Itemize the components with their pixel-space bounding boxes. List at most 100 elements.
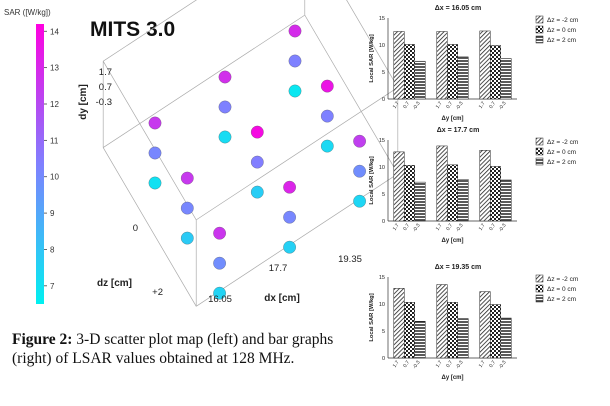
scatter-point xyxy=(288,24,302,38)
dx-tick-label: 19.35 xyxy=(338,254,362,265)
bar-category-label: -0.3 xyxy=(455,223,465,234)
bar-category-label: 0.7 xyxy=(402,223,411,232)
legend-label: Δz = -2 cm xyxy=(547,17,578,24)
bar xyxy=(414,60,426,100)
bar-y-tick-label: 15 xyxy=(379,16,385,22)
scatter-points xyxy=(148,24,366,300)
legend-label: Δz = 2 cm xyxy=(547,159,576,166)
scatter-axis-labels: 1.7 0.7 -0.3 dy [cm] 0 +2 dz [cm] 16.05 17.7 19.3… xyxy=(78,67,362,305)
bar xyxy=(457,179,469,222)
scatter-point xyxy=(180,231,194,245)
colorbar-tick-label: 13 xyxy=(50,64,59,73)
scatter-point xyxy=(320,139,334,153)
bar xyxy=(436,145,448,222)
box-edge xyxy=(102,0,197,62)
bar xyxy=(490,45,501,100)
colorbar-tick-label: 7 xyxy=(50,282,55,291)
colorbar-tick-label: 10 xyxy=(50,173,59,182)
legend-label: Δz = 0 cm xyxy=(547,149,576,156)
bar-category-label: 1.7 xyxy=(478,223,487,232)
bar-chart-title: Δx = 16.05 cm xyxy=(435,5,481,12)
scatter-point xyxy=(218,100,232,114)
legend-label: Δz = 0 cm xyxy=(547,286,576,293)
legend-label: Δz = 0 cm xyxy=(547,27,576,34)
bar xyxy=(479,291,491,359)
bar-chart-title: Δx = 17.7 cm xyxy=(437,127,480,134)
box-edge xyxy=(102,61,197,221)
bar xyxy=(447,302,458,359)
bar-category-label: 1.7 xyxy=(478,101,487,110)
scatter-point xyxy=(180,201,194,215)
legend-swatch xyxy=(535,137,544,146)
bar-category-label: 1.7 xyxy=(478,360,487,369)
scatter-point xyxy=(148,146,162,160)
colorbar-tick-label: 8 xyxy=(50,245,55,254)
plot-box xyxy=(102,0,399,307)
bar-y-tick-label: 5 xyxy=(382,70,385,76)
scatter-point xyxy=(283,180,296,194)
dx-tick-label: 17.7 xyxy=(269,263,288,274)
bar xyxy=(457,318,469,359)
dy-tick-label: -0.3 xyxy=(96,97,112,108)
bar-y-tick-label: 10 xyxy=(379,43,385,49)
bar xyxy=(404,302,415,359)
scatter-point xyxy=(353,134,366,148)
box-edge xyxy=(102,14,305,148)
bar-y-tick-label: 0 xyxy=(382,356,385,362)
caption-label: Figure 2: xyxy=(12,331,73,348)
legend-swatch xyxy=(535,274,544,283)
bar xyxy=(500,58,512,100)
colorbar-tick-label: 14 xyxy=(50,27,59,36)
bar-category-label: -0.3 xyxy=(455,101,465,112)
scatter-title: MITS 3.0 xyxy=(90,18,175,41)
dy-axis-label: dy [cm] xyxy=(78,84,89,120)
bar xyxy=(414,321,426,359)
bar-category-label: -0.3 xyxy=(412,101,422,112)
bar-y-tick-label: 15 xyxy=(379,138,385,144)
bar xyxy=(490,304,501,359)
bar-chart-xlabel: Δy [cm] xyxy=(442,375,464,381)
bar-category-label: 1.7 xyxy=(435,223,444,232)
bar-category-label: -0.3 xyxy=(455,360,465,371)
bar-y-tick-label: 5 xyxy=(382,329,385,335)
scatter-point xyxy=(218,130,232,144)
scatter-point xyxy=(250,125,264,139)
scatter-point xyxy=(283,240,296,254)
bar xyxy=(457,56,469,100)
dz-tick-label: 0 xyxy=(133,223,138,234)
dx-axis-label: dx [cm] xyxy=(264,293,300,304)
bar-chart-title: Δx = 19.35 cm xyxy=(435,264,481,271)
bar-y-tick-label: 10 xyxy=(379,302,385,308)
bar-category-label: 0.7 xyxy=(402,360,411,369)
bar-chart-ylabel: Local SAR [W/kg] xyxy=(369,34,375,82)
bar xyxy=(500,317,512,359)
bar-y-tick-label: 10 xyxy=(379,165,385,171)
bar-y-tick-label: 0 xyxy=(382,97,385,103)
scatter-point xyxy=(250,155,264,169)
dy-tick-label: 1.7 xyxy=(99,67,112,78)
bar xyxy=(404,44,415,100)
scatter-point xyxy=(320,109,334,123)
scatter-point xyxy=(148,176,162,190)
bar-category-label: 0.7 xyxy=(445,360,454,369)
bar-category-label: 0.7 xyxy=(488,223,497,232)
scatter-point xyxy=(353,164,366,178)
colorbar-tick-label: 11 xyxy=(50,136,59,145)
scatter-point xyxy=(148,116,162,130)
bar-category-label: -0.3 xyxy=(412,223,422,234)
legend-label: Δz = 2 cm xyxy=(547,296,576,303)
legend-swatch xyxy=(535,294,544,303)
colorbar: SAR ([W/kg]) 14 13 12 11 10 9 8 7 xyxy=(4,8,59,304)
bar xyxy=(447,164,458,222)
bar-y-tick-label: 5 xyxy=(382,192,385,198)
scatter-point xyxy=(288,84,302,98)
bar xyxy=(414,181,426,222)
bar-category-label: 0.7 xyxy=(445,101,454,110)
scatter-point xyxy=(213,226,226,240)
scatter-point xyxy=(320,79,334,93)
bar-y-tick-label: 0 xyxy=(382,219,385,225)
